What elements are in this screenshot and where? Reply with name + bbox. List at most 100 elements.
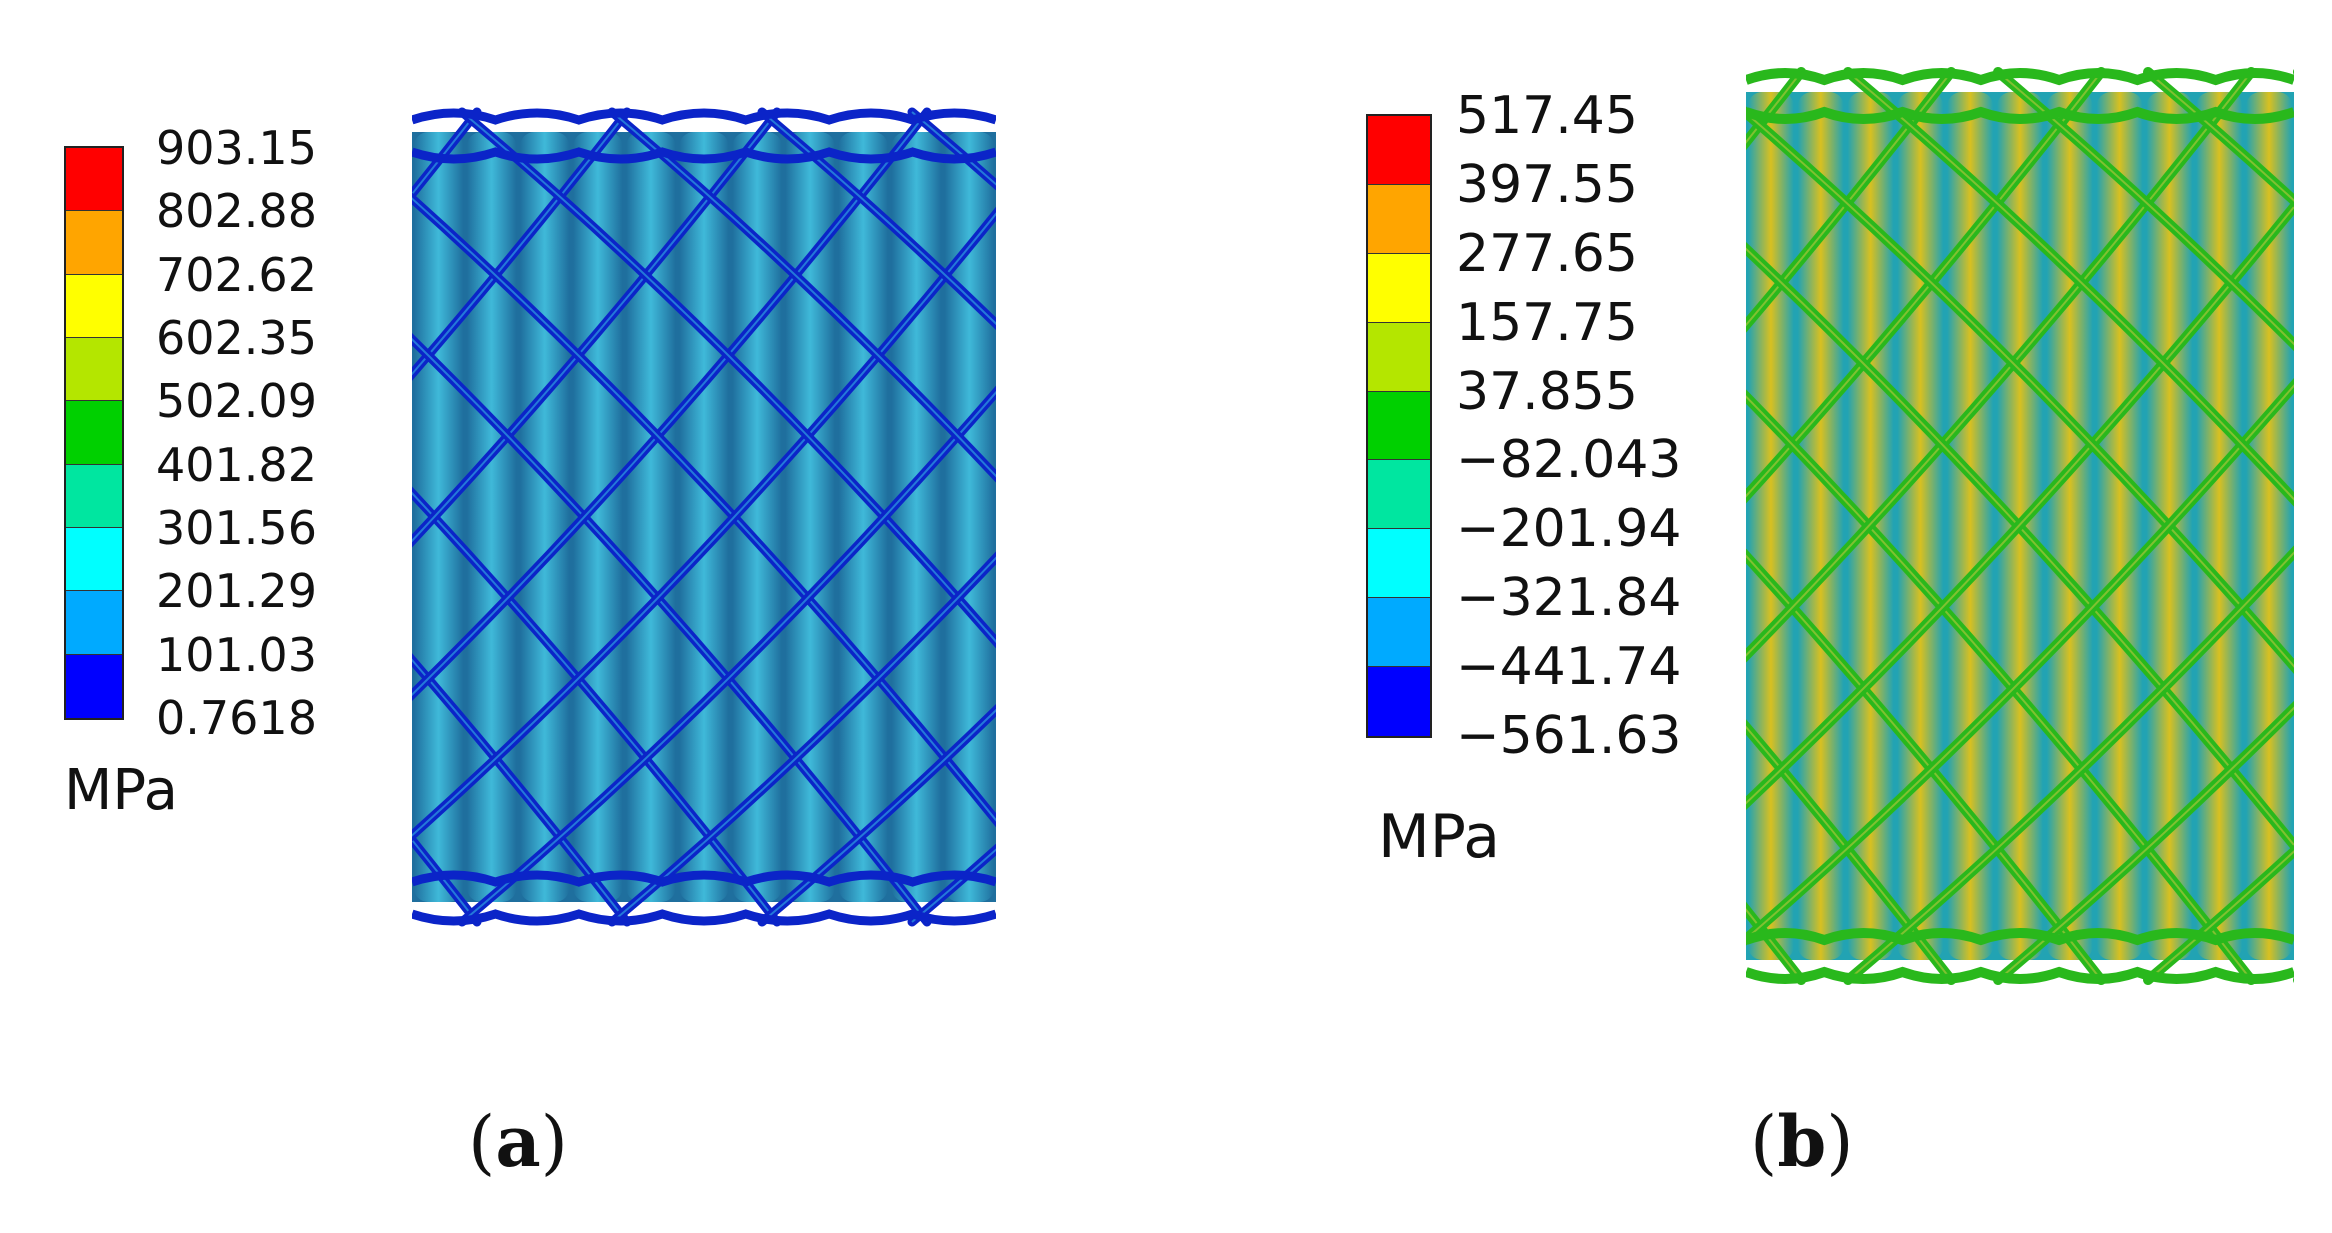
stent-end-ring — [1746, 68, 2294, 86]
stent-rod — [679, 132, 729, 902]
caption-b-letter: b — [1777, 1100, 1827, 1183]
legend-swatch — [1368, 116, 1430, 185]
stent-rod — [2196, 92, 2243, 960]
stent-strut-highlight — [461, 390, 996, 923]
legend-swatch — [1368, 391, 1430, 461]
legend-swatch — [1368, 667, 1430, 736]
stent-strut-highlight — [412, 212, 996, 837]
stent-strut-highlight — [1746, 205, 2294, 805]
stent-strut-highlight — [1847, 71, 2294, 501]
stent-strut-highlight — [412, 111, 928, 697]
stent-strut-highlight — [1746, 395, 2252, 981]
stent-rod — [1748, 92, 1794, 960]
stent-strut-highlight — [412, 111, 778, 543]
stent-strut-highlight — [761, 111, 996, 326]
legend-unit-a: MPa — [64, 758, 178, 823]
legend-swatch — [1368, 460, 1430, 530]
stent-strut-highlight — [611, 556, 996, 923]
legend-tick-label: −201.94 — [1456, 499, 1682, 560]
stent-end-ring — [412, 909, 996, 926]
stent-strut-highlight — [461, 111, 996, 644]
legend-tick-label: −561.63 — [1456, 706, 1682, 766]
stent-svg — [1746, 67, 2294, 985]
legend-swatch — [1368, 529, 1430, 599]
stent-rod — [732, 132, 782, 902]
legend-tick-label: 157.75 — [1456, 292, 1638, 353]
legend-tick-label: 602.35 — [156, 311, 317, 365]
panel-a: 903.15 802.88 702.62 602.35 502.09 401.82 301.… — [64, 92, 996, 1183]
legend-tick-label: 0.7618 — [156, 691, 317, 745]
legend-swatch — [66, 274, 122, 338]
stent-rod — [1897, 92, 1944, 960]
legend-swatch — [1368, 184, 1430, 254]
stent-strut-highlight — [1997, 71, 2294, 346]
stent-strut-highlight — [1746, 725, 1952, 981]
legend-swatch — [66, 527, 122, 592]
stent-rod — [2046, 92, 2093, 960]
legend-bar-a — [64, 146, 124, 720]
stent-strut-highlight — [1997, 706, 2294, 981]
legend-swatch — [66, 591, 122, 655]
legend-tick-label: −82.043 — [1456, 430, 1682, 491]
stent-rod — [520, 132, 570, 902]
legend-tick-label: 101.03 — [156, 627, 317, 682]
stent-model-a — [412, 92, 996, 942]
stent-strut-highlight — [1746, 71, 1952, 327]
legend-swatch — [1368, 322, 1430, 392]
stent-end-ring — [1746, 966, 2294, 984]
stent-strut-highlight — [412, 491, 778, 923]
legend-swatch — [66, 211, 122, 275]
legend-tick-label: −441.74 — [1456, 637, 1682, 698]
stent-strut-highlight — [2147, 71, 2294, 202]
stent-strut-highlight — [1746, 554, 2102, 981]
stent-model-b — [1746, 52, 2294, 1000]
stent-rod — [626, 132, 676, 902]
legend-swatch — [1368, 253, 1430, 323]
legend-tick-label: 401.82 — [156, 437, 317, 492]
stent-strut-highlight — [761, 708, 996, 923]
stent-rod — [785, 132, 835, 902]
stent-end-ring — [412, 108, 996, 125]
legend-swatch — [66, 654, 122, 718]
stent-strut-highlight — [1746, 111, 2294, 668]
legend-swatch — [66, 464, 122, 528]
caption-a: (a) — [468, 1100, 568, 1183]
legend-tick-label: 802.88 — [156, 184, 317, 239]
stent-strut-highlight — [412, 658, 628, 923]
legend-tick-label: 903.15 — [156, 121, 317, 175]
stent-svg — [412, 107, 996, 927]
stent-strut-highlight — [1746, 384, 2294, 941]
legend-tick-label: 702.62 — [156, 247, 317, 302]
legend-tick-label: 277.65 — [1456, 223, 1638, 284]
stent-strut-highlight — [1847, 551, 2294, 981]
legend-swatch — [66, 337, 122, 402]
panel-b: 517.45 397.55 277.65 157.75 37.855 −82.043 −20… — [1166, 0, 2332, 1233]
stent-strut-highlight — [2147, 850, 2294, 981]
stent-strut-highlight — [412, 337, 928, 923]
legend-swatch — [1368, 598, 1430, 667]
legend-tick-label: 37.855 — [1456, 361, 1638, 422]
legend-tick-label: 397.55 — [1456, 154, 1638, 215]
stent-end-ring — [1746, 928, 2294, 946]
legend-bar-b — [1366, 114, 1432, 738]
stent-strut-highlight — [412, 111, 628, 376]
legend-swatch — [66, 148, 122, 212]
stent-rod — [467, 132, 517, 902]
legend-tick-label: 301.56 — [156, 501, 317, 555]
legend-tick-label: −321.84 — [1456, 568, 1682, 629]
stent-end-ring — [412, 870, 996, 887]
stent-strut-highlight — [1746, 247, 2294, 847]
stent-strut-highlight — [611, 111, 996, 478]
legend-swatch — [66, 401, 122, 465]
stent-strut-highlight — [1746, 71, 2252, 657]
legend-unit-b: MPa — [1378, 802, 1501, 872]
caption-a-letter: a — [495, 1100, 541, 1183]
stent-end-ring — [1746, 106, 2294, 124]
legend-tick-label: 201.29 — [156, 564, 317, 619]
stent-end-ring — [412, 147, 996, 164]
legend-tick-label: 502.09 — [156, 374, 317, 429]
stent-rod — [944, 132, 994, 902]
legend-tick-label: 517.45 — [1456, 86, 1638, 146]
stent-strut-highlight — [1746, 71, 2102, 498]
stent-strut-highlight — [412, 197, 996, 822]
